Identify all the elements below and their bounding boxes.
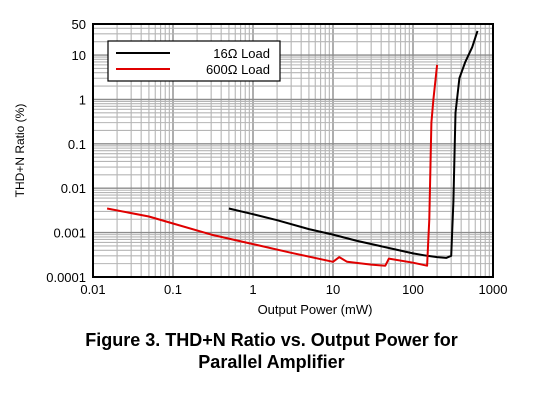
legend: 16Ω Load 600Ω Load (107, 40, 281, 82)
y-tick-label: 0.0001 (46, 270, 86, 285)
y-tick-label: 50 (72, 17, 86, 32)
legend-box (107, 40, 281, 82)
series-line-1 (106, 64, 439, 267)
figure-caption-line-1: Figure 3. THD+N Ratio vs. Output Power f… (85, 330, 458, 350)
x-tick-label: 1 (249, 282, 256, 297)
x-tick-label: 0.1 (164, 282, 182, 297)
x-tick-label: 100 (402, 282, 424, 297)
legend-label-600ohm: 600Ω Load (206, 62, 270, 77)
series-group (106, 30, 479, 267)
y-tick-label: 0.01 (61, 181, 86, 196)
plot-frame (92, 23, 494, 278)
y-tick-label: 1 (79, 92, 86, 107)
x-tick-label: 10 (326, 282, 340, 297)
y-tick-label: 10 (72, 48, 86, 63)
x-tick-label: 0.01 (80, 282, 105, 297)
y-axis-label: THD+N Ratio (%) (13, 104, 27, 198)
x-tick-label: 1000 (479, 282, 508, 297)
y-tick-label: 0.001 (53, 226, 86, 241)
tick-labels: 0.01 0.1 1 10 100 1000 50 10 1 0.1 0.01 0.001 0.0001 (46, 17, 507, 297)
x-axis-label: Output Power (mW) (258, 302, 373, 317)
legend-label-16ohm: 16Ω Load (213, 46, 270, 61)
series-line-0 (228, 30, 479, 259)
figure-caption-line-2: Parallel Amplifier (198, 352, 345, 372)
y-tick-label: 0.1 (68, 137, 86, 152)
